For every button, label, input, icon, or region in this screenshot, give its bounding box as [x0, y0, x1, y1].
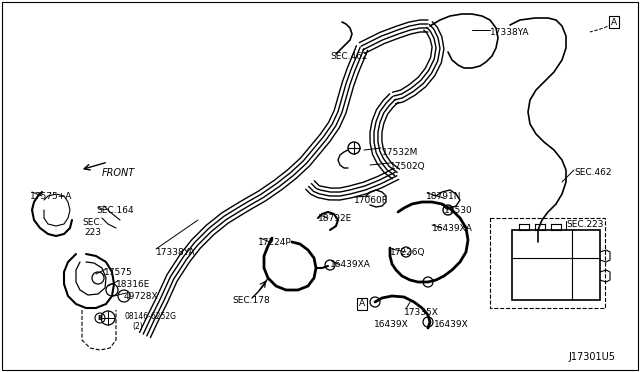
Text: B: B: [97, 315, 102, 321]
Text: SEC.223: SEC.223: [566, 220, 604, 229]
Text: 17338YA: 17338YA: [156, 248, 195, 257]
Text: 17532M: 17532M: [382, 148, 419, 157]
Text: FRONT: FRONT: [102, 168, 135, 178]
Text: 17338YA: 17338YA: [490, 28, 529, 37]
Text: 16439XA: 16439XA: [432, 224, 473, 233]
Text: 17060F: 17060F: [354, 196, 388, 205]
Text: 17502Q: 17502Q: [390, 162, 426, 171]
Text: SEC.462: SEC.462: [574, 168, 611, 177]
Text: 18792E: 18792E: [318, 214, 352, 223]
Text: A: A: [359, 299, 365, 308]
Text: 17530: 17530: [444, 206, 473, 215]
Text: 17224P: 17224P: [258, 238, 292, 247]
Text: 17226Q: 17226Q: [390, 248, 426, 257]
Text: J17301U5: J17301U5: [568, 352, 615, 362]
Text: SEC.462: SEC.462: [330, 52, 367, 61]
Text: 223: 223: [84, 228, 101, 237]
Text: A: A: [611, 17, 617, 26]
Text: SEC.178: SEC.178: [232, 296, 269, 305]
Text: 18316E: 18316E: [116, 280, 150, 289]
Text: 18791N: 18791N: [426, 192, 461, 201]
Text: 16439X: 16439X: [434, 320, 468, 329]
Text: (2): (2): [132, 322, 143, 331]
Bar: [490, 218, 605, 308]
Text: SEC.: SEC.: [82, 218, 102, 227]
Bar: [512, 230, 600, 300]
Text: 16439XA: 16439XA: [330, 260, 371, 269]
Text: SEC.164: SEC.164: [96, 206, 134, 215]
Text: 17575+A: 17575+A: [30, 192, 72, 201]
Text: 16439X: 16439X: [374, 320, 409, 329]
Text: 17335X: 17335X: [404, 308, 439, 317]
Text: 08146-6252G: 08146-6252G: [124, 312, 176, 321]
Text: 17575: 17575: [104, 268, 132, 277]
Text: 49728X: 49728X: [124, 292, 159, 301]
